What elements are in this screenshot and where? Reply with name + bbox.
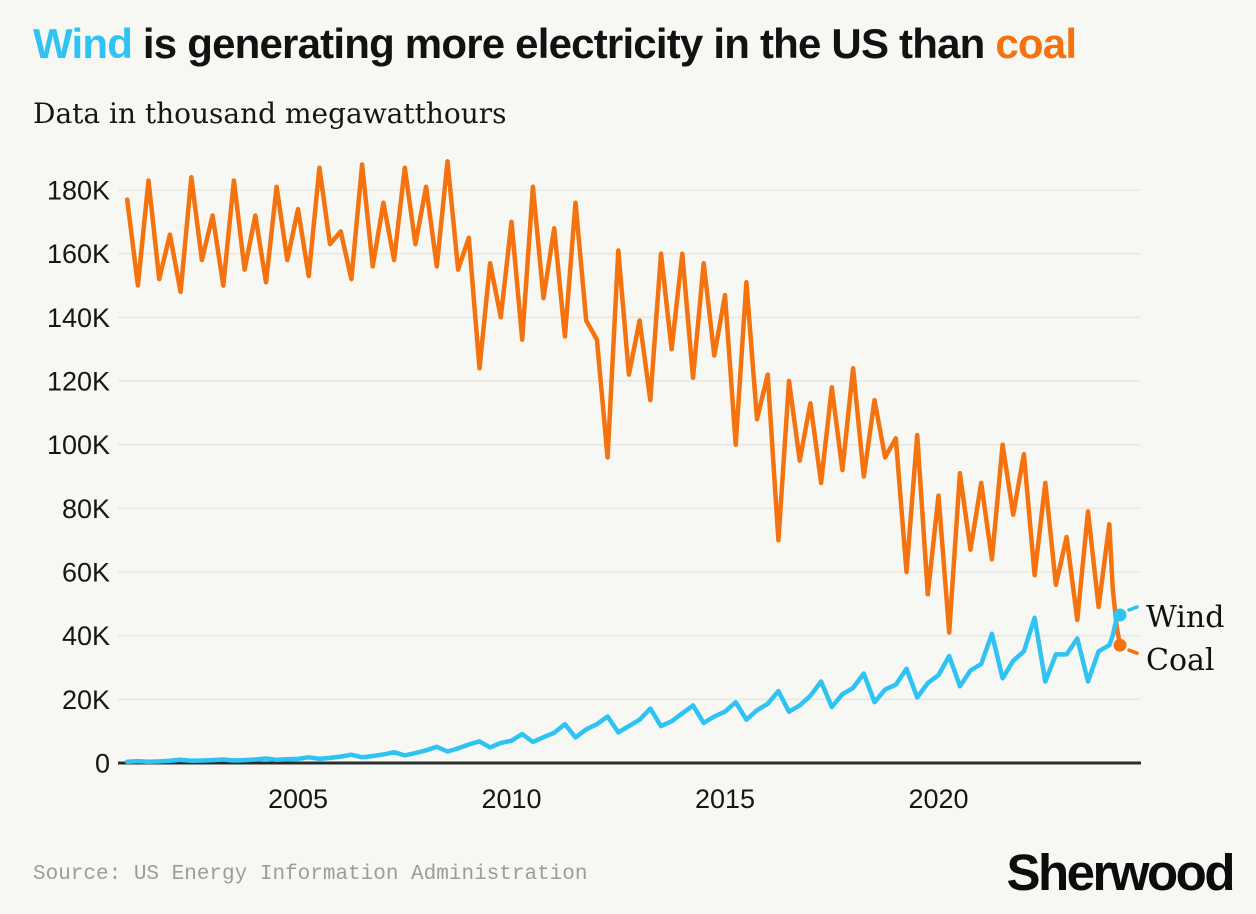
x-tick-label: 2005 [268,784,328,814]
y-tick-label: 140K [47,303,110,333]
y-tick-label: 0 [95,749,110,779]
title-main-text: is generating more electricity in the US… [132,20,996,67]
y-tick-label: 20K [62,685,110,715]
y-tick-label: 160K [47,239,110,269]
y-tick-label: 180K [47,176,110,206]
title-word-coal: coal [995,20,1077,67]
wind-leader-stub [1127,605,1139,612]
y-tick-label: 120K [47,367,110,397]
wind-end-dot [1113,608,1127,622]
coal-leader-stub [1127,648,1139,655]
sherwood-logo: Sherwood [1006,844,1235,901]
title-word-wind: Wind [33,20,133,67]
wind-line [124,612,1123,764]
y-tick-label: 60K [62,558,110,588]
series-end-label-coal: Coal [1146,643,1215,678]
source-credit: Source: US Energy Information Administra… [33,863,588,886]
x-tick-label: 2020 [908,784,968,814]
y-tick-label: 100K [47,430,110,460]
series-end-label-wind: Wind [1146,600,1224,635]
coal-line [124,159,1123,648]
chart-subtitle: Data in thousand megawatthours [33,97,507,130]
y-tick-label: 40K [62,621,110,651]
page-title: Wind is generating more electricity in t… [33,20,1077,68]
x-tick-label: 2015 [695,784,755,814]
y-tick-label: 80K [62,494,110,524]
x-tick-label: 2010 [481,784,541,814]
coal-end-dot [1113,638,1127,652]
